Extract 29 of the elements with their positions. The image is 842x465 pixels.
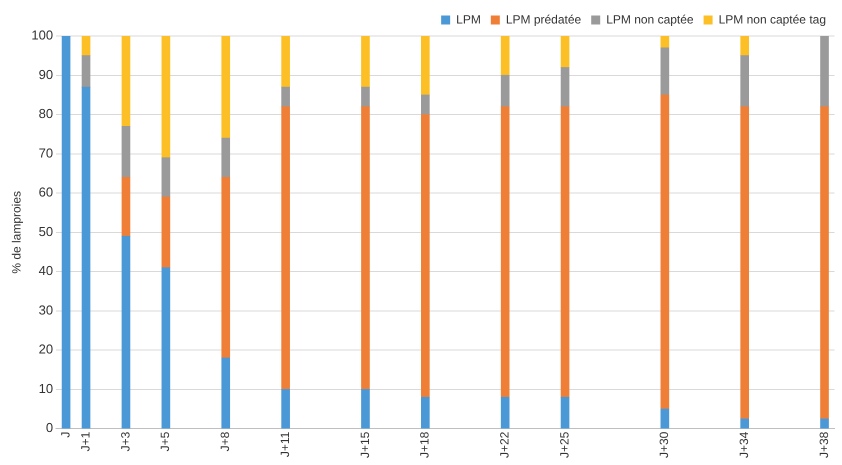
x-tick-label: J+11 <box>278 431 292 458</box>
x-tick-label: J+15 <box>358 431 372 458</box>
x-tick-label: J+22 <box>497 431 512 458</box>
y-tick-label: 30 <box>38 302 54 318</box>
legend-label: LPM non captée tag <box>718 12 826 26</box>
legend-label: LPM prédatée <box>506 12 582 26</box>
x-tick-label: J+34 <box>737 431 751 458</box>
legend-label: LPM <box>456 12 481 26</box>
x-tick-label: J+38 <box>816 431 831 458</box>
x-tick-label: J+1 <box>78 431 92 452</box>
y-tick-label: 10 <box>38 380 54 396</box>
x-tick-label: J+5 <box>158 431 172 452</box>
x-tick-label: J+3 <box>118 431 132 452</box>
x-tick-label: J+25 <box>557 431 572 458</box>
x-tick-label: J+8 <box>218 431 232 452</box>
y-tick-label: 20 <box>38 342 54 357</box>
x-tick-label: J <box>58 432 72 438</box>
y-tick-label: 100 <box>31 28 54 43</box>
y-tick-label: 80 <box>38 106 54 122</box>
y-tick-label: 90 <box>38 66 54 82</box>
x-tick-label: J+30 <box>657 431 672 458</box>
x-tick-label: J+18 <box>418 431 432 458</box>
y-tick-label: 60 <box>38 184 54 200</box>
y-tick-label: 70 <box>38 145 54 160</box>
legend-label: LPM non captée <box>606 12 694 26</box>
y-axis-title: % de lamproies <box>10 190 24 274</box>
y-tick-label: 40 <box>38 263 54 278</box>
y-tick-label: 0 <box>46 420 54 436</box>
y-tick-label: 50 <box>38 224 54 239</box>
